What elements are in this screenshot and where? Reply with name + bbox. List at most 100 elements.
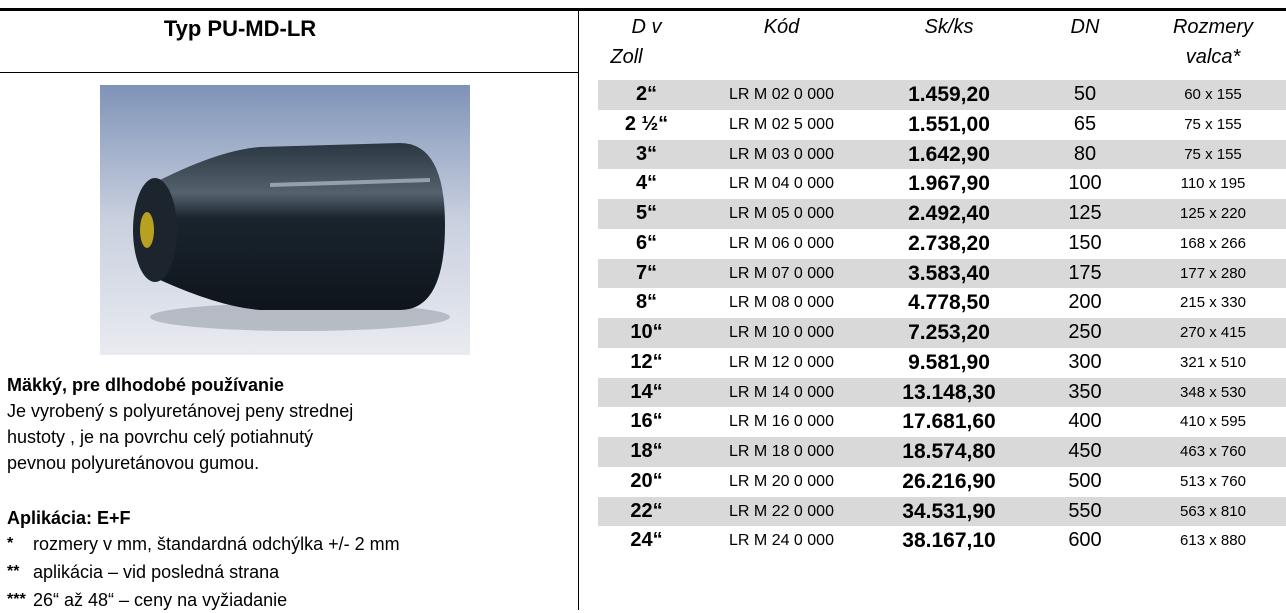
table-cell: 563 x 810 <box>1180 502 1246 520</box>
table-cell: 550 <box>1068 499 1102 522</box>
table-cell: 513 x 760 <box>1180 472 1246 490</box>
table-cell: 125 x 220 <box>1180 205 1246 222</box>
product-photo <box>100 85 470 355</box>
table-cell: 10“ <box>630 321 663 343</box>
table-cell: 200 <box>1068 291 1102 314</box>
table-cell: 600 <box>1068 529 1102 552</box>
column-header: Kód <box>763 16 800 38</box>
table-cell: 12“ <box>630 350 663 373</box>
table-cell: 150 <box>1068 231 1102 254</box>
column-header: D v <box>631 16 662 38</box>
table-cell: 17.681,60 <box>902 410 996 434</box>
note-text: aplikácia – vid posledná strana <box>33 562 280 582</box>
table-row: 24“ LR M 24 0 000 38.167,10 600 613 x 880 <box>598 526 1286 556</box>
title-rule <box>0 72 578 73</box>
table-row: 12“ LR M 12 0 000 9.581,90 300 321 x 510 <box>598 348 1286 378</box>
table-cell: 1.459,20 <box>908 83 990 106</box>
table-cell: 9.581,90 <box>908 350 990 374</box>
column-header: Rozmery <box>1172 16 1253 38</box>
table-row: 20“ LR M 20 0 000 26.216,90 500 513 x 760 <box>598 467 1286 497</box>
table-cell: 65 <box>1073 112 1097 135</box>
title: Typ PU-MD-LR <box>163 16 317 41</box>
table-cell: 2 ½“ <box>624 112 669 135</box>
note-text: 26“ až 48“ – ceny na vyžiadanie <box>33 590 288 610</box>
table-cell: 75 x 155 <box>1184 115 1242 133</box>
table-cell: 18“ <box>630 440 663 462</box>
table-cell: 60 x 155 <box>1184 86 1242 103</box>
table-row: 6“ LR M 06 0 000 2.738,20 150 168 x 266 <box>598 229 1286 259</box>
application: Aplikácia: E+F <box>7 508 131 528</box>
table-row: 14“ LR M 14 0 000 13.148,30 350 348 x 530 <box>598 377 1286 408</box>
table-cell: 215 x 330 <box>1180 294 1246 312</box>
table-cell: LR M 16 0 000 <box>729 413 834 431</box>
table-row: 7“ LR M 07 0 000 3.583,40 175 177 x 280 <box>598 258 1286 289</box>
column-header: DN <box>1070 16 1100 38</box>
table-row: 16“ LR M 16 0 000 17.681,60 400 410 x 595 <box>598 407 1286 437</box>
table-row: 2“ LR M 02 0 000 1.459,20 50 60 x 155 <box>598 80 1286 110</box>
note-mark: *** <box>7 591 26 608</box>
table-cell: LR M 20 0 000 <box>729 472 834 490</box>
table-cell: LR M 05 0 000 <box>729 205 834 222</box>
table-cell: 3.583,40 <box>908 261 990 285</box>
table-cell: 34.531,90 <box>902 499 996 523</box>
table-row: 5“ LR M 05 0 000 2.492,40 125 125 x 220 <box>598 199 1286 229</box>
table-cell: 2“ <box>635 83 658 105</box>
table-cell: 3“ <box>635 142 658 165</box>
table-cell: 4.778,50 <box>908 291 990 315</box>
table-cell: 7“ <box>635 261 658 284</box>
divider <box>578 11 579 610</box>
column-header: valca* <box>1185 46 1241 68</box>
table-cell: 300 <box>1068 350 1102 373</box>
table-cell: 22“ <box>630 499 663 522</box>
subtitle: Mäkký, pre dlhodobé používanie <box>7 375 285 395</box>
table-cell: LR M 10 0 000 <box>729 324 834 341</box>
table-cell: LR M 12 0 000 <box>729 353 834 371</box>
table-cell: 168 x 266 <box>1180 234 1246 252</box>
table-cell: 14“ <box>630 380 663 403</box>
note-mark: ** <box>7 563 20 580</box>
table-cell: 410 x 595 <box>1180 413 1246 431</box>
table-cell: 270 x 415 <box>1180 324 1246 341</box>
table-cell: 463 x 760 <box>1180 443 1246 460</box>
table-cell: 80 <box>1073 142 1097 165</box>
table-cell: 1.551,00 <box>908 112 990 136</box>
table-cell: 250 <box>1068 321 1102 343</box>
table-row: 18“ LR M 18 0 000 18.574,80 450 463 x 760 <box>598 437 1286 467</box>
table-row: 22“ LR M 22 0 000 34.531,90 550 563 x 810 <box>598 496 1286 527</box>
table-cell: 75 x 155 <box>1184 145 1242 163</box>
table-cell: 50 <box>1073 83 1097 105</box>
table-cell: LR M 02 5 000 <box>729 115 834 133</box>
table-cell: LR M 06 0 000 <box>729 234 834 252</box>
table-cell: 613 x 880 <box>1180 532 1246 550</box>
description-line: pevnou polyuretánovou gumou. <box>7 453 260 473</box>
table-cell: 350 <box>1068 380 1102 403</box>
column-header: Zoll <box>610 46 643 68</box>
table-cell: 321 x 510 <box>1180 353 1246 371</box>
table-cell: 7.253,20 <box>908 321 990 344</box>
table-cell: LR M 14 0 000 <box>729 383 834 401</box>
table-row: 8“ LR M 08 0 000 4.778,50 200 215 x 330 <box>598 288 1286 318</box>
column-header: Sk/ks <box>924 16 974 38</box>
table-cell: LR M 08 0 000 <box>729 294 834 312</box>
note-text: rozmery v mm, štandardná odchýlka +/- 2 … <box>33 534 400 554</box>
table-cell: LR M 04 0 000 <box>729 175 834 193</box>
table-cell: 4“ <box>635 172 658 195</box>
table-cell: 500 <box>1068 469 1102 492</box>
table-cell: 450 <box>1068 440 1102 462</box>
table-cell: 20“ <box>630 469 663 492</box>
table-cell: 1.642,90 <box>908 142 990 166</box>
description-line: Je vyrobený s polyuretánovej peny stredn… <box>7 401 354 421</box>
description-line: hustoty , je na povrchu celý potiahnutý <box>7 427 314 447</box>
table-cell: LR M 22 0 000 <box>729 502 834 520</box>
table-cell: 100 <box>1068 172 1102 195</box>
table-cell: LR M 24 0 000 <box>729 532 834 550</box>
top-rule <box>0 8 1286 11</box>
table-cell: 175 <box>1068 261 1102 284</box>
table-cell: 5“ <box>635 202 658 224</box>
table-cell: 1.967,90 <box>908 172 990 196</box>
table-cell: 8“ <box>635 291 658 314</box>
table-cell: 18.574,80 <box>902 440 996 463</box>
table-cell: 348 x 530 <box>1180 383 1246 401</box>
table-row: 2 ½“ LR M 02 5 000 1.551,00 65 75 x 155 <box>598 110 1286 140</box>
table-cell: 16“ <box>630 410 663 433</box>
